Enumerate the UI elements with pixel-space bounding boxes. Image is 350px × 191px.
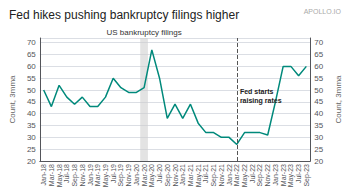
svg-text:Sep-20: Sep-20 [163,164,171,187]
svg-text:40: 40 [314,109,323,118]
svg-text:Mar-20: Mar-20 [141,164,148,186]
svg-text:20: 20 [314,157,323,166]
svg-text:70: 70 [27,38,36,47]
svg-text:Count, 3mma: Count, 3mma [334,75,343,124]
svg-text:Jul-21: Jul-21 [202,164,209,183]
svg-text:50: 50 [314,86,323,95]
svg-text:40: 40 [27,109,36,118]
svg-text:Jul-20: Jul-20 [156,164,163,183]
svg-text:May-21: May-21 [194,164,202,188]
svg-text:Nov-18: Nov-18 [79,164,86,187]
svg-text:Sep-18: Sep-18 [71,164,79,187]
svg-text:Sep-19: Sep-19 [117,164,125,187]
svg-text:Sep-23: Sep-23 [303,164,311,187]
svg-text:Fed starts: Fed starts [240,88,274,95]
svg-text:Jan-23: Jan-23 [272,164,279,186]
svg-text:Fed hikes pushing bankruptcy f: Fed hikes pushing bankruptcy filings hig… [9,8,239,22]
svg-text:35: 35 [27,121,36,130]
svg-text:Sep-21: Sep-21 [210,164,218,187]
svg-text:60: 60 [314,62,323,71]
svg-text:Jan-18: Jan-18 [40,164,47,186]
svg-text:Mar-21: Mar-21 [187,164,194,186]
svg-text:May-20: May-20 [148,164,156,188]
svg-text:65: 65 [27,50,36,59]
svg-text:Nov-20: Nov-20 [172,164,179,187]
svg-text:Jul-22: Jul-22 [249,164,256,183]
svg-text:Jul-19: Jul-19 [110,164,117,183]
svg-text:30: 30 [314,133,323,142]
svg-text:65: 65 [314,50,323,59]
svg-text:May-22: May-22 [241,164,248,188]
svg-text:Jul-23: Jul-23 [295,164,302,183]
svg-text:APOLLO.IO: APOLLO.IO [304,8,342,15]
svg-text:25: 25 [27,145,36,154]
svg-text:Nov-21: Nov-21 [218,164,225,187]
svg-text:May-23: May-23 [287,164,295,188]
svg-text:60: 60 [27,62,36,71]
svg-text:Nov-19: Nov-19 [125,164,132,187]
svg-text:US bankruptcy filings: US bankruptcy filings [107,28,182,37]
svg-text:May-19: May-19 [102,164,109,188]
svg-text:Jan-19: Jan-19 [87,164,94,186]
svg-text:Count, 3mma: Count, 3mma [8,75,17,124]
svg-text:30: 30 [27,133,36,142]
svg-text:35: 35 [314,121,323,130]
svg-text:Jul-18: Jul-18 [63,164,70,183]
svg-text:Jan-20: Jan-20 [133,164,140,186]
svg-text:70: 70 [314,38,323,47]
svg-text:55: 55 [27,74,36,83]
svg-text:raising rates: raising rates [240,97,282,105]
svg-text:55: 55 [314,74,323,83]
svg-text:Mar-19: Mar-19 [94,164,101,186]
svg-text:20: 20 [27,157,36,166]
svg-text:45: 45 [27,97,36,106]
svg-text:Mar-18: Mar-18 [48,164,55,186]
svg-text:50: 50 [27,86,36,95]
svg-text:Jan-22: Jan-22 [226,164,233,186]
svg-text:Jan-21: Jan-21 [179,164,186,186]
svg-text:May-18: May-18 [55,164,63,188]
svg-text:25: 25 [314,145,323,154]
svg-text:Mar-23: Mar-23 [280,164,287,186]
svg-text:45: 45 [314,97,323,106]
svg-text:Sep-22: Sep-22 [256,164,264,187]
svg-text:Nov-22: Nov-22 [264,164,271,187]
svg-text:Mar-22: Mar-22 [233,164,240,186]
